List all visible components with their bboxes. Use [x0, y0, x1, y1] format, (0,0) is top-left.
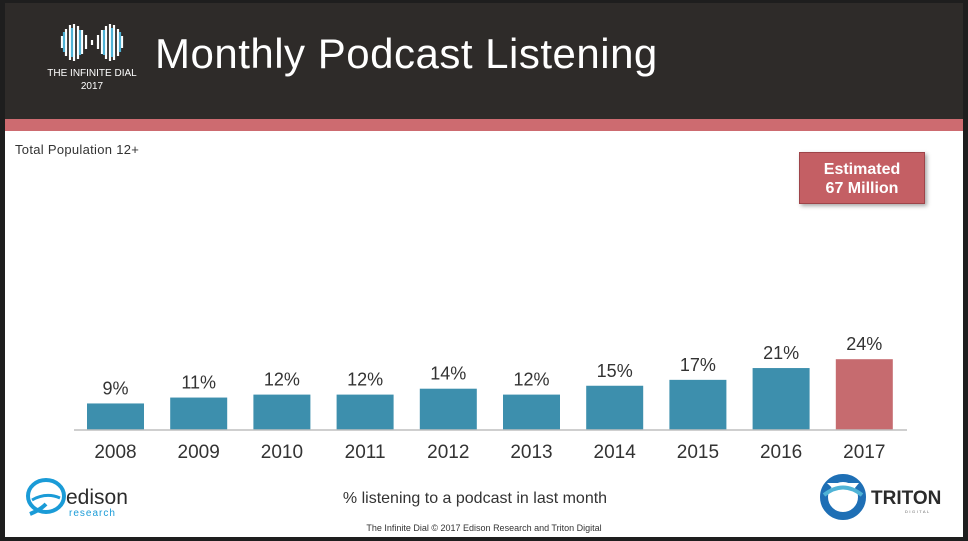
data-label-2009: 11%	[181, 373, 216, 393]
triton-tagline: DIGITAL	[905, 509, 931, 514]
bar-2015	[669, 379, 727, 430]
data-label-2008: 9%	[102, 378, 128, 398]
bar-2009	[170, 397, 228, 430]
frame-left	[0, 0, 5, 541]
x-tick-label-2010: 2010	[261, 442, 303, 463]
x-tick-label-2013: 2013	[510, 442, 552, 463]
edison-tagline: research	[69, 508, 116, 519]
estimate-badge-line2: 67 Million	[825, 180, 899, 197]
data-label-2016: 21%	[763, 343, 799, 363]
bar-2013	[503, 394, 560, 430]
data-label-2011: 12%	[347, 370, 383, 390]
data-label-2010: 12%	[264, 370, 300, 390]
logo-year: 2017	[80, 81, 104, 92]
infinite-dial-logo-icon	[60, 24, 124, 61]
bar-2014	[586, 385, 644, 430]
x-tick-label-2008: 2008	[94, 442, 136, 463]
header-bar	[5, 3, 963, 119]
frame-top	[0, 0, 968, 3]
data-label-2014: 15%	[597, 361, 633, 381]
bar-2017	[835, 359, 893, 430]
page-title: Monthly Podcast Listening	[155, 30, 658, 77]
chart-caption: % listening to a podcast in last month	[342, 490, 608, 507]
frame-right	[963, 0, 968, 541]
edison-research-logo-icon: edison research	[26, 478, 128, 519]
copyright-footer: The Infinite Dial © 2017 Edison Research…	[366, 523, 602, 533]
x-tick-label-2012: 2012	[427, 442, 469, 463]
x-tick-label-2009: 2009	[178, 442, 220, 463]
triton-name: TRITON	[871, 488, 941, 509]
x-tick-label-2017: 2017	[843, 442, 885, 463]
x-tick-label-2011: 2011	[345, 442, 386, 463]
data-label-2012: 14%	[430, 364, 466, 384]
edison-name: edison	[66, 486, 128, 509]
x-tick-label-2016: 2016	[760, 442, 802, 463]
accent-band	[5, 119, 963, 131]
data-label-2013: 12%	[513, 370, 549, 390]
population-subtitle: Total Population 12+	[15, 142, 140, 157]
triton-digital-logo-icon: TRITON DIGITAL	[820, 474, 941, 520]
x-tick-label-2015: 2015	[677, 442, 719, 463]
bar-2008	[87, 403, 144, 430]
frame-bottom	[0, 537, 968, 541]
estimate-badge: Estimated 67 Million	[799, 152, 925, 204]
bar-2012	[419, 388, 477, 430]
data-label-2017: 24%	[846, 334, 882, 354]
logo-name: THE INFINITE DIAL	[47, 68, 137, 79]
data-label-2015: 17%	[680, 355, 716, 375]
bar-2010	[253, 394, 311, 430]
x-tick-label-2014: 2014	[594, 442, 637, 463]
bar-2011	[336, 394, 394, 430]
bar-2016	[752, 368, 810, 430]
estimate-badge-line1: Estimated	[823, 161, 901, 178]
